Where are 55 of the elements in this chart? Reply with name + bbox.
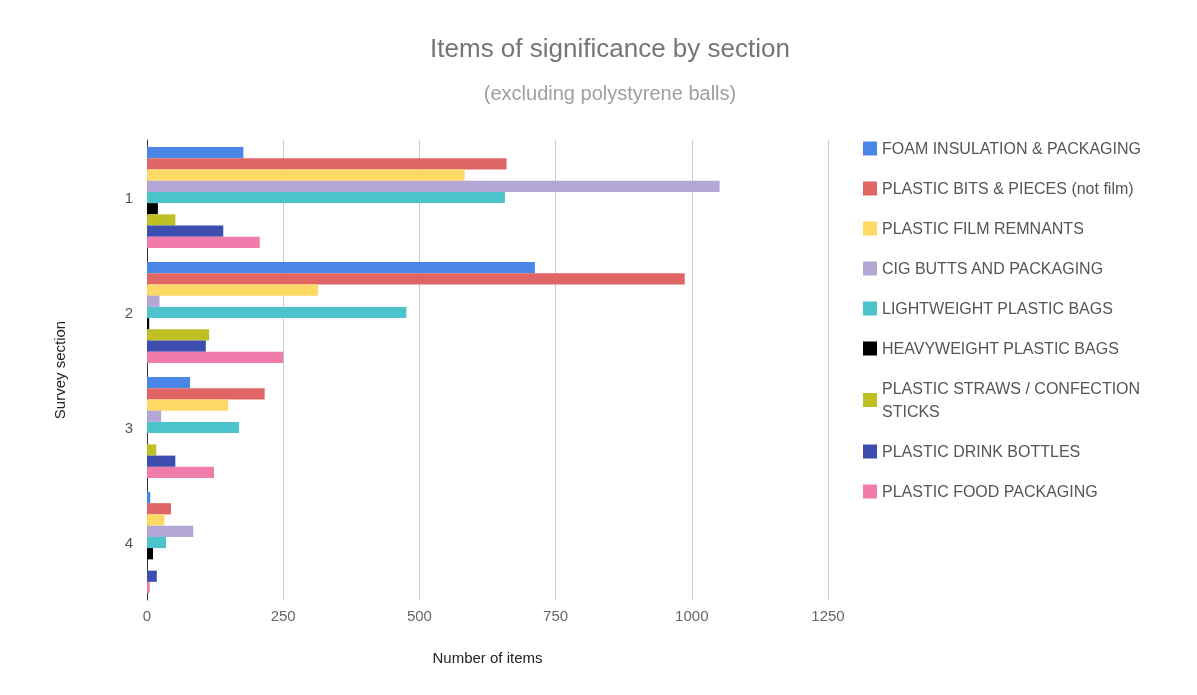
bar	[147, 388, 265, 400]
bar	[147, 503, 171, 515]
bar	[147, 525, 194, 537]
legend-label: HEAVYWEIGHT PLASTIC BAGS	[882, 340, 1119, 357]
x-tick-label: 250	[270, 607, 296, 624]
legend-label: PLASTIC FILM REMNANTS	[882, 220, 1084, 237]
legend-label: PLASTIC BITS & PIECES (not film)	[882, 180, 1134, 197]
chart-subtitle: (excluding polystyrene balls)	[483, 82, 737, 104]
legend-label: PLASTIC DRINK BOTTLES	[882, 443, 1081, 460]
bar	[147, 536, 167, 549]
y-axis-title: Survey section	[51, 320, 68, 420]
bar	[147, 180, 720, 192]
bar	[147, 236, 260, 249]
bar	[147, 399, 229, 411]
legend-label: PLASTIC FOOD PACKAGING	[882, 483, 1098, 500]
bar	[147, 295, 160, 307]
bar	[147, 514, 165, 526]
bar	[147, 351, 284, 364]
bar	[147, 581, 150, 594]
bar	[147, 548, 153, 560]
bar	[147, 203, 158, 215]
bar	[147, 273, 685, 285]
bar	[147, 225, 224, 237]
bar	[147, 444, 157, 456]
bar	[147, 214, 176, 226]
bar	[147, 340, 206, 352]
x-tick-label: 1250	[811, 607, 845, 624]
y-tick-label: 2	[124, 304, 133, 321]
y-tick-label: 4	[124, 534, 133, 551]
legend-label: PLASTIC STRAWS / CONFECTION STICKS	[882, 380, 1145, 420]
bar	[147, 329, 210, 341]
x-tick-label: 1000	[675, 607, 709, 624]
bar	[147, 146, 244, 159]
bar	[147, 466, 215, 479]
bar	[147, 261, 535, 274]
y-tick-label: 3	[124, 419, 133, 436]
bar	[147, 455, 176, 467]
bar	[147, 191, 505, 204]
bar	[147, 306, 407, 319]
x-axis-title: Number of items	[432, 649, 543, 666]
legend-label: FOAM INSULATION & PACKAGING	[882, 140, 1141, 157]
chart-title: Items of significance by section	[430, 33, 790, 63]
x-tick-label: 0	[142, 607, 152, 624]
bar	[147, 284, 319, 296]
x-tick-label: 500	[406, 607, 432, 624]
x-tick-label: 750	[543, 607, 569, 624]
bar	[147, 570, 157, 582]
bar	[147, 169, 465, 181]
legend-label: CIG BUTTS AND PACKAGING	[882, 260, 1104, 277]
y-tick-label: 1	[124, 189, 133, 206]
bar	[147, 376, 191, 389]
bar	[147, 410, 162, 422]
bar	[147, 158, 507, 170]
bar	[147, 421, 240, 434]
legend-label: LIGHTWEIGHT PLASTIC BAGS	[882, 300, 1113, 317]
